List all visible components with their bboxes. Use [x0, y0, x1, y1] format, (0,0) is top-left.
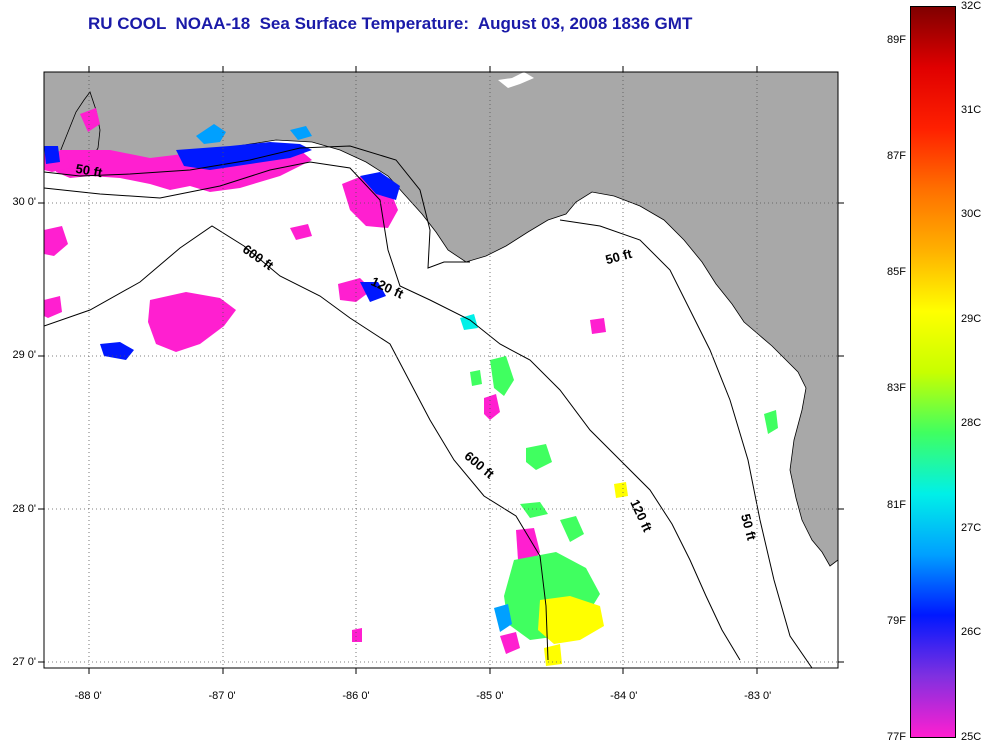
contour-label: 50 ft [738, 512, 760, 542]
colorbar-fahrenheit-label: 83F [887, 382, 906, 395]
longitude-label: -85 0' [476, 690, 504, 702]
gridlines [44, 72, 838, 668]
contour-120ft [44, 161, 741, 661]
colorbar-fahrenheit-label: 89F [887, 33, 906, 46]
axis-ticks [38, 66, 844, 674]
colorbar-fahrenheit-label: 87F [887, 150, 906, 163]
latitude-label: 30 0' [12, 195, 36, 208]
colorbar-fahrenheit-label: 85F [887, 266, 906, 279]
temperature-colorbar [910, 6, 956, 738]
contour-label: 50 ft [75, 161, 105, 181]
sst-patches [44, 108, 778, 666]
colorbar-celsius-label: 28C [961, 417, 982, 430]
page-title: RU COOL NOAA-18 Sea Surface Temperature:… [88, 14, 693, 33]
colorbar-fahrenheit-label: 77F [887, 731, 906, 743]
latitude-label: 27 0' [12, 656, 36, 669]
longitude-label: -86 0' [342, 690, 370, 702]
colorbar-celsius-label: 26C [961, 626, 982, 639]
colorbar-celsius-label: 32C [961, 0, 982, 12]
island [498, 72, 534, 88]
colorbar-celsius-label: 31C [961, 103, 982, 116]
latitude-label: 28 0' [12, 502, 36, 515]
longitude-label: -84 0' [610, 690, 638, 702]
contour-50ft-west [44, 145, 470, 269]
colorbar-celsius-label: 27C [961, 521, 982, 534]
contour-label: 50 ft [604, 246, 634, 268]
map-frame [43, 71, 839, 669]
contour-50ft-east [559, 219, 813, 668]
land-area [44, 72, 838, 567]
colorbar-celsius-label: 25C [961, 731, 982, 743]
colorbar-fahrenheit-label: 79F [887, 614, 906, 627]
colorbar-celsius-label: 29C [961, 312, 982, 325]
longitude-label: -83 0' [744, 690, 772, 702]
contour-600ft [44, 225, 549, 661]
longitude-label: -88 0' [74, 690, 102, 702]
latitude-label: 29 0' [12, 349, 36, 362]
colorbar-celsius-label: 30C [961, 208, 982, 221]
colorbar-fahrenheit-label: 81F [887, 498, 906, 511]
longitude-label: -87 0' [208, 690, 236, 702]
